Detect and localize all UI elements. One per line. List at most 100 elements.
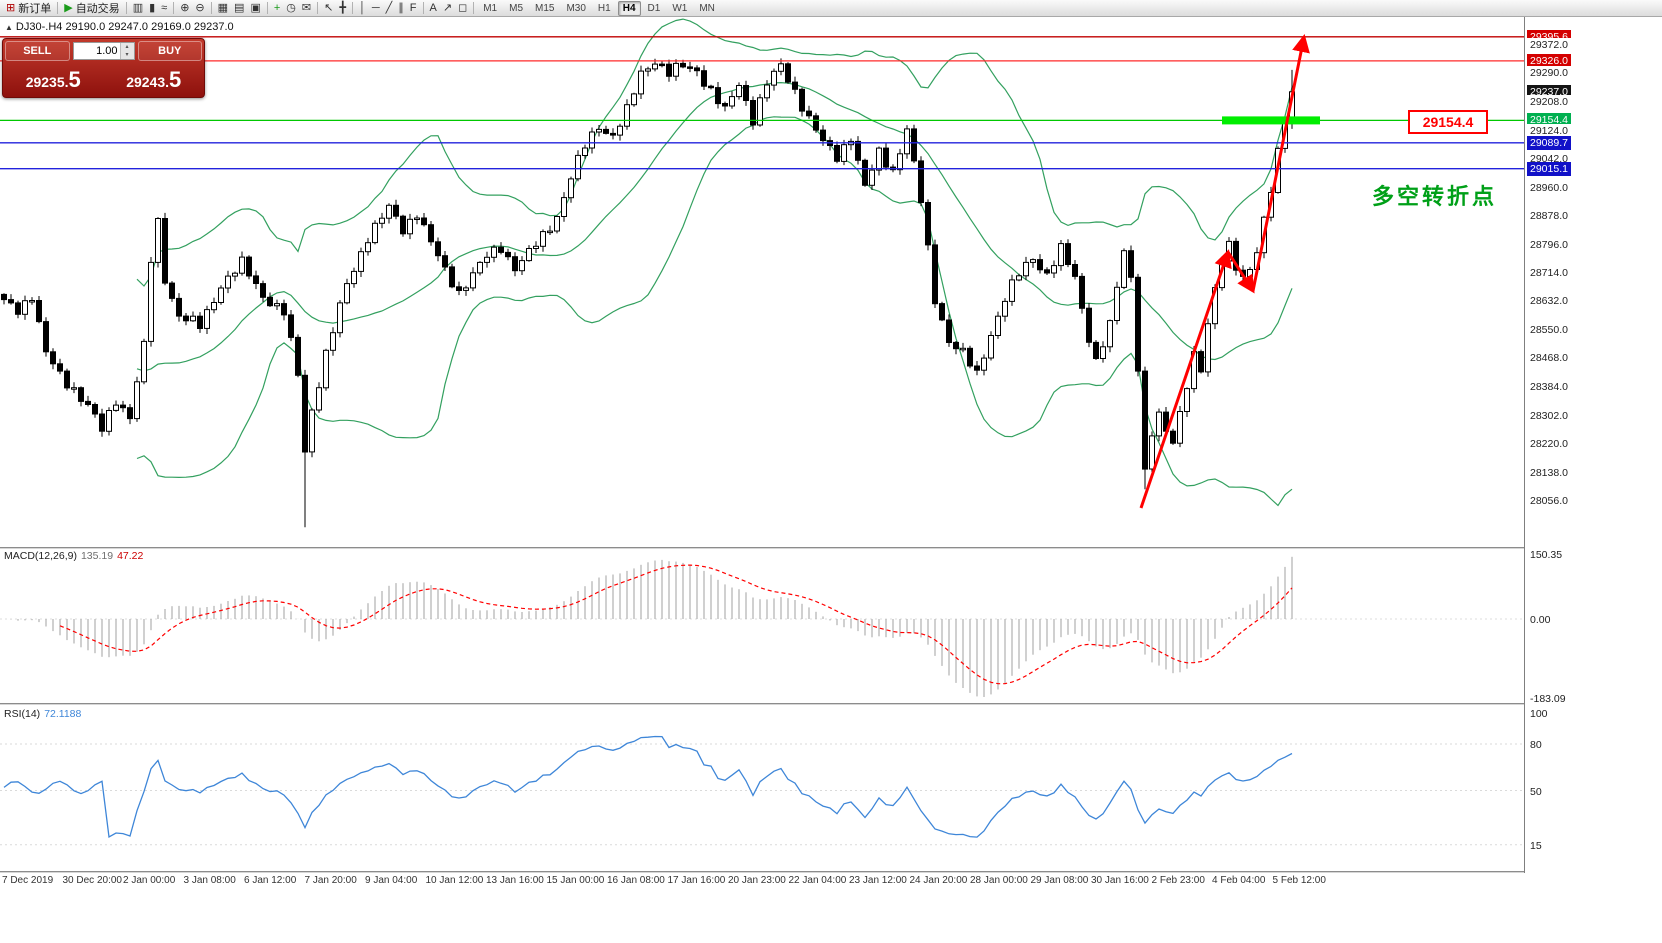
time-axis-label: 29 Jan 08:00 (1030, 875, 1089, 886)
price-axis-label: 28632.0 (1527, 294, 1571, 309)
indicators-icon[interactable]: + (273, 1, 281, 14)
price-axis-label: 28960.0 (1527, 180, 1571, 195)
turning-point-annotation: 多空转折点 (1372, 184, 1498, 209)
collapse-icon[interactable]: ▲ (5, 23, 13, 32)
zoom-in-icon[interactable]: ⊕ (180, 1, 190, 14)
one-click-trading-widget: SELL ▴ ▾ BUY 29235.5 29243.5 (2, 38, 205, 98)
tile-windows-icon[interactable]: ▦ (217, 1, 229, 14)
buy-price[interactable]: 29243.5 (126, 67, 182, 92)
timeframe-m1[interactable]: M1 (483, 2, 498, 14)
channel-icon[interactable]: ∥ (398, 1, 404, 14)
panel-divider[interactable] (0, 703, 1662, 705)
panel-divider (0, 871, 1662, 873)
price-axis-label-red: 29326.0 (1527, 53, 1571, 68)
timeframe-h4[interactable]: H4 (617, 0, 641, 16)
candlestick-icon[interactable]: ▮ (149, 1, 156, 14)
volume-up-icon[interactable]: ▴ (125, 44, 129, 50)
price-axis-label: 29372.0 (1527, 38, 1571, 52)
zoom-out-icon[interactable]: ⊖ (195, 1, 205, 14)
macd-value-main: 135.19 (80, 550, 114, 562)
price-level-tag[interactable]: 29154.4 (1408, 110, 1488, 134)
new-order-icon[interactable]: ⊞ 新订单 (6, 1, 52, 16)
timeframe-mn[interactable]: MN (699, 2, 715, 14)
time-axis-label: 30 Jan 16:00 (1091, 875, 1149, 886)
rsi-indicator-label: RSI(14) 72.1188 (4, 708, 81, 720)
crosshair-icon[interactable]: ╋ (339, 1, 346, 14)
time-axis-label: 4 Feb 04:00 (1212, 875, 1266, 886)
rsi-value: 72.1188 (44, 708, 82, 720)
horizontal-line-icon[interactable]: ─ (371, 1, 380, 14)
price-axis-label: 29208.0 (1527, 94, 1571, 109)
timeframe-m30[interactable]: M30 (566, 2, 586, 14)
time-axis-label: 3 Jan 08:00 (183, 875, 236, 886)
main-chart[interactable] (0, 17, 1524, 547)
time-axis-label: 2 Feb 23:00 (1151, 875, 1205, 886)
toolbar-separator (57, 2, 59, 14)
timeframe-h1[interactable]: H1 (597, 2, 611, 14)
timeframe-w1[interactable]: W1 (672, 2, 688, 14)
autotrading-icon[interactable]: ▶ 自动交易 (64, 1, 120, 16)
price-axis-label: 29124.0 (1527, 123, 1571, 138)
price-axis-label: 28468.0 (1527, 351, 1571, 366)
rsi-name: RSI(14) (4, 708, 41, 720)
buy-button[interactable]: BUY (137, 41, 202, 61)
time-axis-label: 2 Jan 00:00 (123, 875, 176, 886)
fibonacci-icon[interactable]: F (409, 1, 417, 14)
time-axis[interactable]: 7 Dec 2019 30 Dec 20:00 2 Jan 00:00 3 Jan 0… (0, 874, 1524, 890)
shapes-icon[interactable]: ◻ (458, 1, 468, 14)
time-axis-label: 15 Jan 00:00 (546, 875, 605, 886)
sell-price[interactable]: 29235.5 (25, 67, 81, 92)
panel-divider[interactable] (0, 547, 1662, 549)
volume-down-icon[interactable]: ▾ (125, 52, 129, 58)
cursor-icon[interactable]: ↖ (324, 1, 334, 14)
rsi-axis-label: 100 (1527, 707, 1551, 721)
bar-chart-icon[interactable]: ▥ (132, 1, 144, 14)
rsi-panel[interactable] (0, 705, 1524, 871)
time-axis-label: 30 Dec 20:00 (62, 875, 123, 886)
rsi-axis-label: 15 (1527, 838, 1545, 853)
time-axis-label: 22 Jan 04:00 (788, 875, 847, 886)
trendline-icon[interactable]: ╱ (385, 1, 393, 14)
vertical-line-icon[interactable]: │ (358, 1, 366, 14)
time-axis-label: 20 Jan 23:00 (728, 875, 786, 886)
periods-icon[interactable]: ◷ (286, 1, 296, 14)
macd-value-signal: 47.22 (117, 550, 144, 562)
macd-panel[interactable] (0, 549, 1524, 703)
toolbar-separator (351, 2, 353, 14)
arrange-windows-icon[interactable]: ▤ (234, 1, 245, 14)
time-axis-label: 7 Dec 2019 (2, 875, 54, 886)
timeframe-d1[interactable]: D1 (647, 2, 661, 14)
line-chart-icon[interactable]: ≈ (161, 1, 168, 14)
macd-axis-label: 150.35 (1527, 548, 1566, 563)
toolbar-separator (173, 2, 175, 14)
volume-input[interactable] (73, 43, 120, 59)
cascade-windows-icon[interactable]: ▣ (250, 1, 261, 14)
time-axis-label: 13 Jan 16:00 (486, 875, 544, 886)
price-axis-label: 28878.0 (1527, 209, 1571, 224)
sell-button[interactable]: SELL (5, 41, 70, 61)
text-tool-icon[interactable]: A (429, 1, 437, 14)
price-axis-label: 28220.0 (1527, 437, 1571, 452)
volume-stepper: ▴ ▾ (72, 42, 135, 60)
macd-axis-label: -183.09 (1527, 691, 1569, 706)
time-axis-label: 28 Jan 00:00 (970, 875, 1028, 886)
timeframe-m5[interactable]: M5 (509, 2, 524, 14)
templates-icon[interactable]: ✉ (301, 1, 312, 14)
macd-axis-label: 0.00 (1527, 613, 1554, 627)
toolbar-separator (422, 2, 424, 14)
macd-indicator-label: MACD(12,26,9) 135.19 47.22 (4, 550, 143, 562)
price-axis-label-blue: 29015.1 (1527, 161, 1571, 176)
toolbar-separator (473, 2, 475, 14)
time-axis-label: 6 Jan 12:00 (244, 875, 297, 886)
price-axis-label-blue: 29089.7 (1527, 135, 1571, 150)
toolbar-separator (125, 2, 127, 14)
time-axis-label: 7 Jan 20:00 (304, 875, 357, 886)
price-axis-label: 28056.0 (1527, 494, 1571, 508)
price-axis-label: 29290.0 (1527, 66, 1571, 81)
time-axis-label: 16 Jan 08:00 (607, 875, 665, 886)
price-axis[interactable]: 29395.6 29372.0 29326.0 29290.0 29237.0 29208… (1524, 17, 1662, 873)
timeframe-m15[interactable]: M15 (535, 2, 555, 14)
arrow-tool-icon[interactable]: ↗ (442, 1, 453, 14)
toolbar-separator (317, 2, 319, 14)
